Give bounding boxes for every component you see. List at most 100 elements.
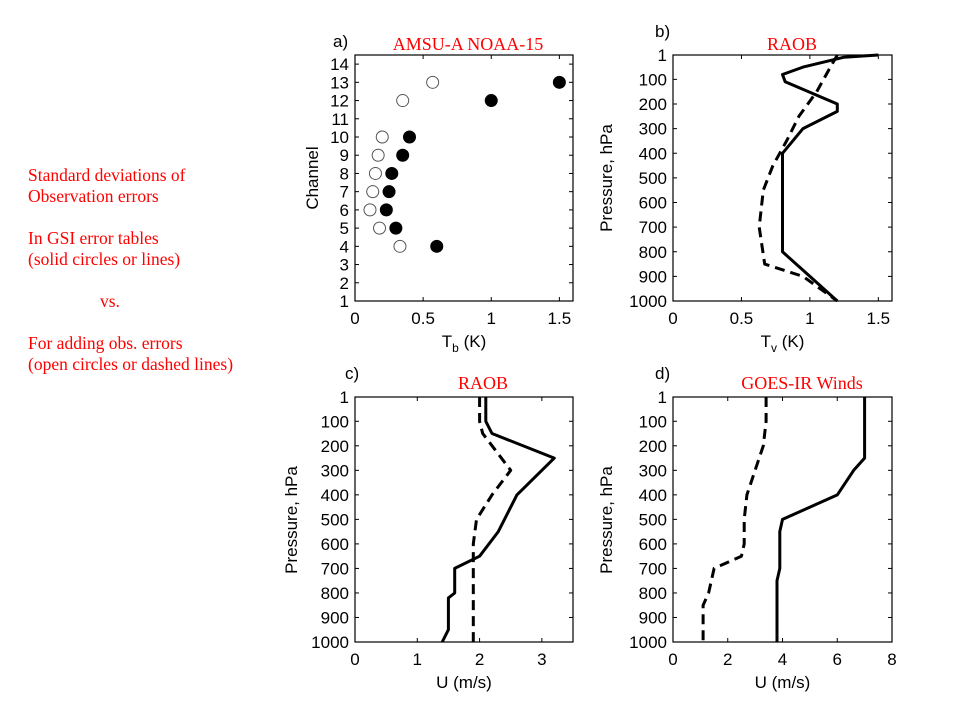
- x-axis-label: U (m/s): [755, 673, 811, 692]
- solid-circle: [379, 203, 393, 217]
- y-tick-label: 600: [321, 535, 349, 554]
- open-circle: [366, 185, 380, 199]
- y-tick-label: 7: [340, 183, 349, 202]
- solid-circle: [396, 148, 410, 162]
- panel-label: a): [333, 32, 348, 51]
- y-tick-label: 6: [340, 201, 349, 220]
- y-tick-label: 500: [321, 510, 349, 529]
- y-tick-label: 900: [321, 608, 349, 627]
- chart-title: RAOB: [458, 373, 508, 393]
- y-tick-label: 100: [639, 70, 667, 89]
- dashed-line: [701, 397, 768, 642]
- open-circle: [363, 203, 377, 217]
- x-tick-label: 0.5: [411, 309, 435, 328]
- y-tick-label: 1000: [311, 633, 349, 652]
- x-tick-label: 0: [668, 309, 677, 328]
- y-tick-label: 600: [639, 194, 667, 213]
- y-tick-label: 10: [330, 128, 349, 147]
- y-axis-label: Pressure, hPa: [597, 466, 616, 574]
- y-axis-label: Pressure, hPa: [282, 466, 301, 574]
- y-tick-label: 1: [658, 46, 667, 65]
- y-tick-label: 400: [639, 144, 667, 163]
- x-tick-label: 0.5: [730, 309, 754, 328]
- x-tick-label: 8: [887, 650, 896, 669]
- y-tick-label: 300: [639, 120, 667, 139]
- y-tick-label: 200: [639, 95, 667, 114]
- x-tick-label: 3: [537, 650, 546, 669]
- y-tick-label: 700: [639, 218, 667, 237]
- solid-circle: [430, 239, 444, 253]
- x-tick-label: 1.5: [866, 309, 890, 328]
- y-tick-label: 900: [639, 267, 667, 286]
- solid-circle: [385, 166, 399, 180]
- note-line: Observation errors: [28, 186, 159, 206]
- y-tick-label: 300: [639, 461, 667, 480]
- y-tick-label: 300: [321, 461, 349, 480]
- y-tick-label: 900: [639, 608, 667, 627]
- y-tick-label: 400: [321, 486, 349, 505]
- note-line: Standard deviations of: [28, 165, 186, 185]
- y-tick-label: 500: [639, 169, 667, 188]
- x-tick-label: 4: [778, 650, 787, 669]
- y-tick-label: 1000: [629, 292, 667, 311]
- solid-line: [781, 53, 879, 303]
- axes-frame: [354, 396, 574, 643]
- y-axis-label: Channel: [303, 146, 322, 209]
- dashed-line: [757, 54, 839, 303]
- y-tick-label: 5: [340, 219, 349, 238]
- y-tick-label: 12: [330, 92, 349, 111]
- y-tick-label: 600: [639, 535, 667, 554]
- open-circle: [426, 75, 440, 89]
- y-tick-label: 4: [340, 237, 349, 256]
- open-circle: [368, 166, 382, 180]
- y-tick-label: 700: [639, 559, 667, 578]
- solid-circle: [382, 185, 396, 199]
- chart-title: AMSU-A NOAA-15: [393, 34, 544, 54]
- open-circle: [373, 221, 387, 235]
- x-axis-label: Tv (K): [761, 332, 805, 355]
- y-tick-label: 1: [340, 388, 349, 407]
- y-tick-label: 800: [321, 584, 349, 603]
- x-tick-label: 0: [350, 309, 359, 328]
- x-tick-label: 1: [805, 309, 814, 328]
- x-tick-label: 2: [475, 650, 484, 669]
- x-axis-label: U (m/s): [436, 673, 492, 692]
- x-tick-label: 0: [350, 650, 359, 669]
- note-line: For adding obs. errors: [28, 333, 183, 353]
- y-tick-label: 1000: [629, 633, 667, 652]
- y-tick-label: 14: [330, 55, 349, 74]
- y-tick-label: 100: [321, 412, 349, 431]
- y-tick-label: 11: [331, 110, 349, 129]
- axes-frame: [354, 54, 574, 302]
- note-line: In GSI error tables: [28, 228, 159, 248]
- y-tick-label: 3: [340, 256, 349, 275]
- solid-line: [775, 397, 867, 642]
- open-circle: [375, 130, 389, 144]
- annotation-text: Standard deviations of Observation error…: [28, 165, 318, 375]
- x-tick-label: 2: [723, 650, 732, 669]
- note-line: (solid circles or lines): [28, 249, 181, 269]
- y-tick-label: 400: [639, 486, 667, 505]
- solid-circle: [389, 221, 403, 235]
- y-tick-label: 200: [321, 437, 349, 456]
- solid-circle: [552, 75, 566, 89]
- x-tick-label: 1: [413, 650, 422, 669]
- open-circle: [393, 239, 407, 253]
- x-tick-label: 0: [668, 650, 677, 669]
- y-tick-label: 200: [639, 437, 667, 456]
- y-tick-label: 100: [639, 412, 667, 431]
- solid-line: [440, 397, 556, 643]
- chart-title: RAOB: [767, 34, 817, 54]
- y-tick-label: 800: [639, 584, 667, 603]
- note-line: vs.: [100, 291, 120, 311]
- y-tick-label: 1: [658, 388, 667, 407]
- y-tick-label: 500: [639, 510, 667, 529]
- x-tick-label: 1.5: [548, 309, 572, 328]
- x-tick-label: 1: [487, 309, 496, 328]
- x-tick-label: 6: [833, 650, 842, 669]
- dashed-line: [471, 397, 513, 642]
- y-tick-label: 1: [340, 292, 349, 311]
- note-line: (open circles or dashed lines): [28, 354, 234, 374]
- open-circle: [371, 148, 385, 162]
- solid-circle: [403, 130, 416, 144]
